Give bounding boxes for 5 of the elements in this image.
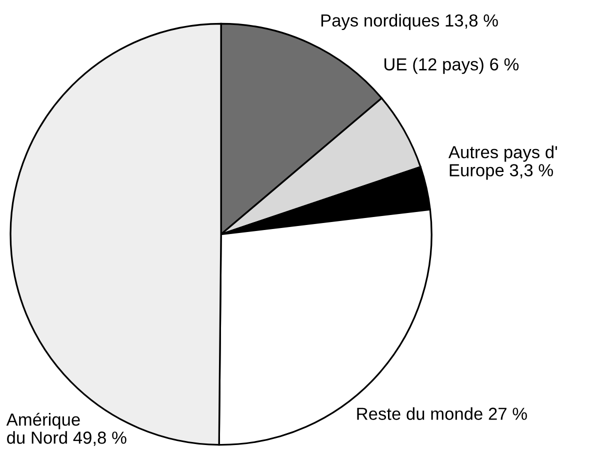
slice-label: Autres pays d' Europe 3,3 % — [448, 146, 558, 180]
slice-label: Amérique du Nord 49,8 % — [6, 412, 126, 446]
slice-label: Pays nordiques 13,8 % — [321, 14, 498, 30]
slice-label: UE (12 pays) 6 % — [384, 58, 519, 74]
slice-label: Reste du monde 27 % — [357, 407, 527, 420]
